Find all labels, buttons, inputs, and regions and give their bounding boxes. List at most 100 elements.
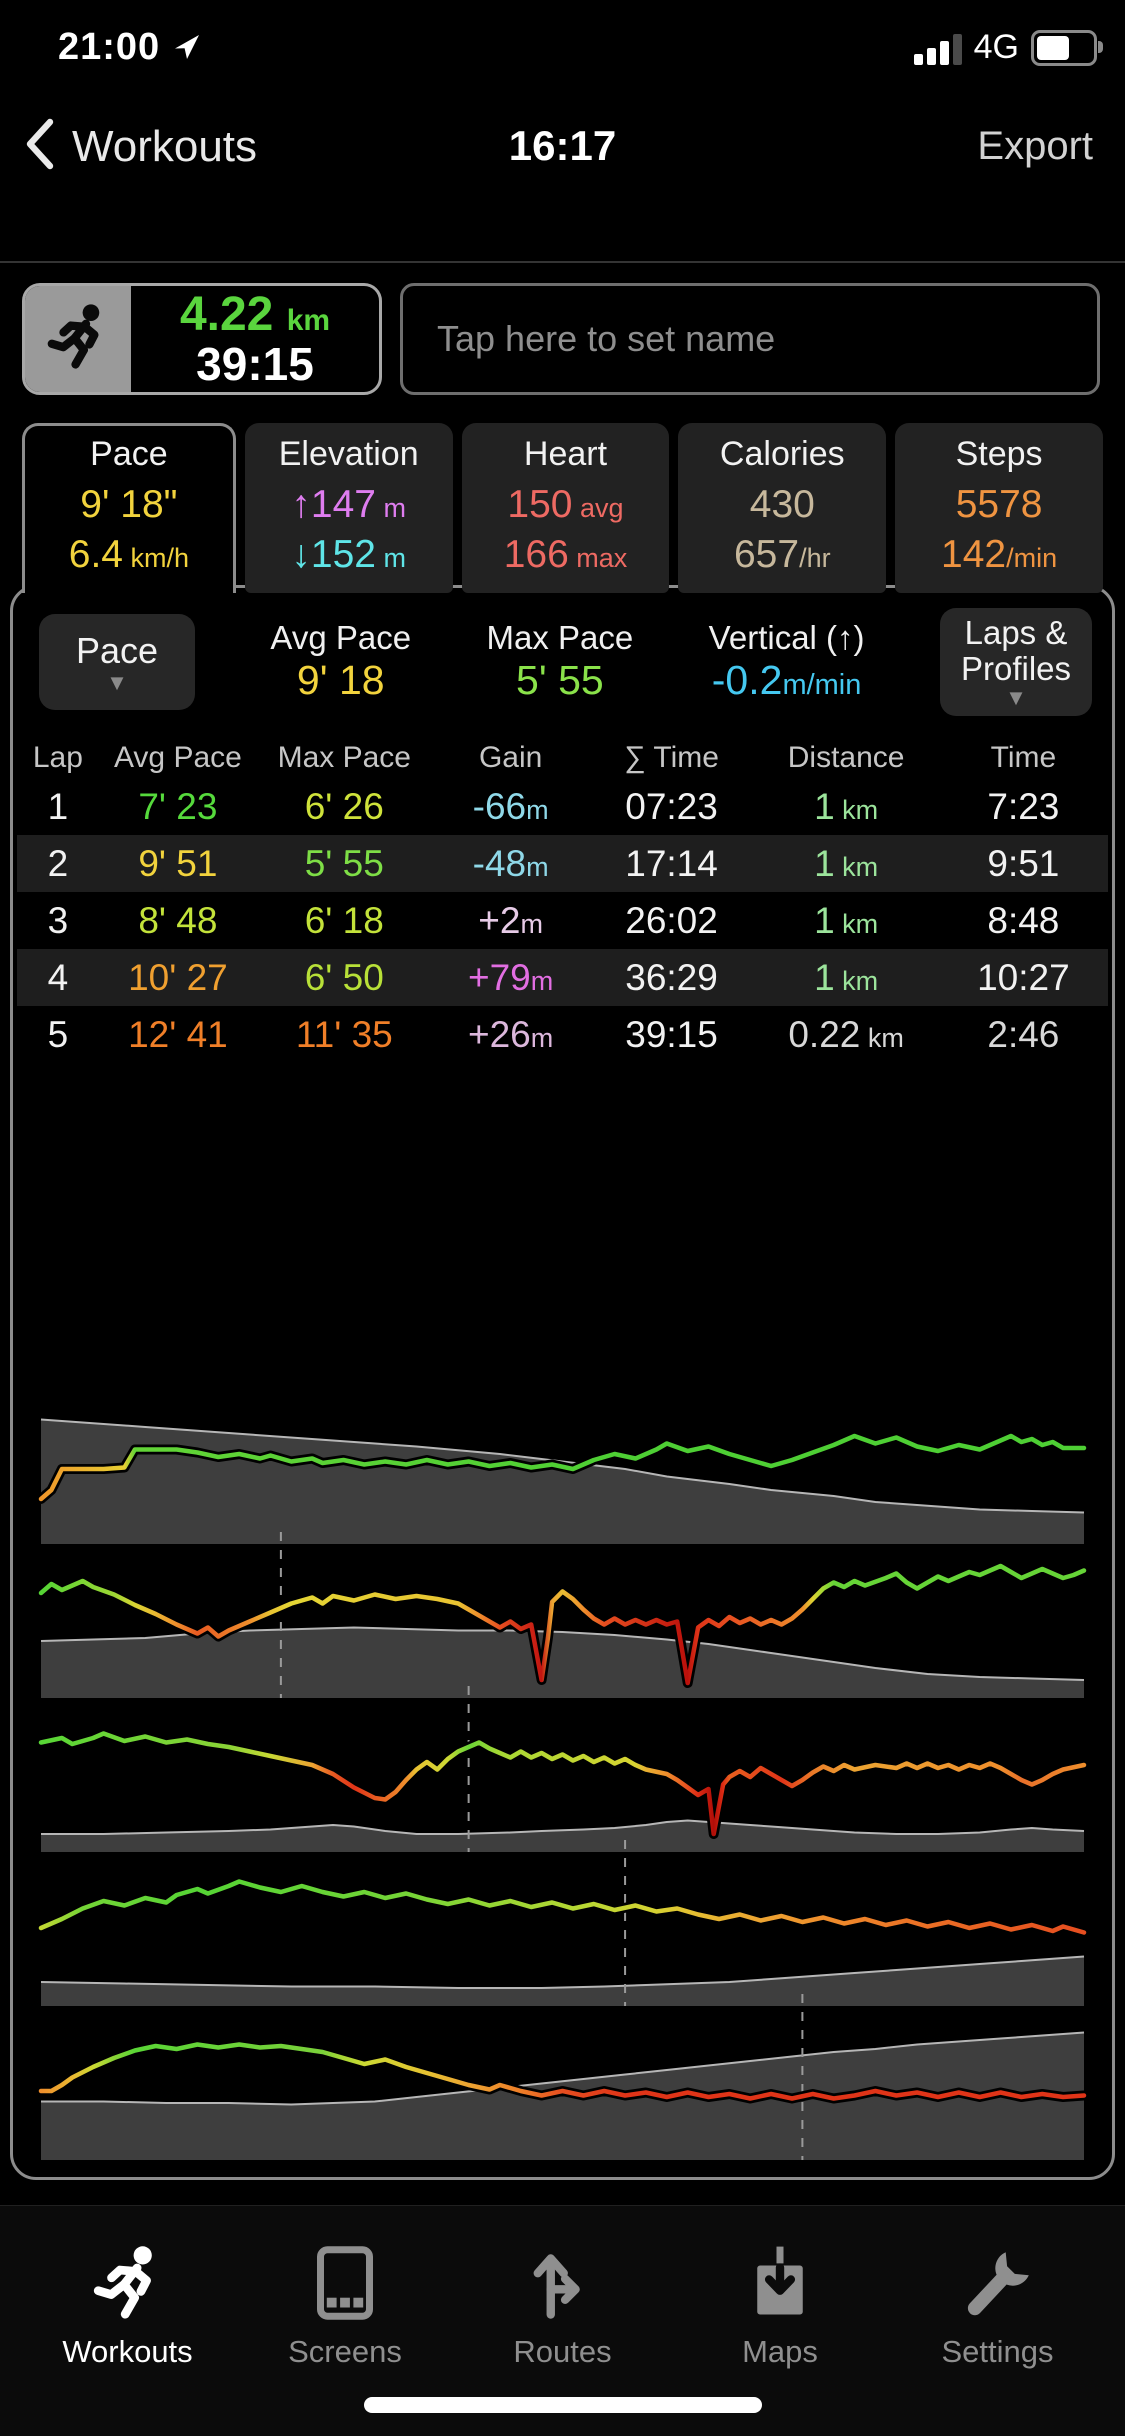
tabbar-item-workouts[interactable]: Workouts xyxy=(38,2236,218,2370)
table-cell: 8' 48 xyxy=(138,899,218,941)
metric-selector-button[interactable]: Pace ▼ xyxy=(39,614,195,710)
table-cell: 10' 27 xyxy=(128,956,228,998)
table-cell: 1 km xyxy=(814,785,879,827)
table-cell: 6' 26 xyxy=(304,785,384,827)
table-cell: 3 xyxy=(47,899,69,941)
tabbar-item-label: Maps xyxy=(742,2334,818,2369)
column-header: Avg Pace xyxy=(113,741,242,774)
tabbar-item-label: Screens xyxy=(288,2334,402,2369)
cellular-signal-icon xyxy=(913,31,962,65)
table-cell: 07:23 xyxy=(625,785,718,827)
metric-tab-value: 142/min xyxy=(941,532,1058,576)
metric-tab-elevation[interactable]: Elevation ↑147 m ↓152 m xyxy=(244,423,453,593)
wrench-icon xyxy=(908,2236,1088,2330)
back-button[interactable]: Workouts xyxy=(24,118,257,175)
stat-value: 5' 55 xyxy=(516,657,604,704)
metric-tabs: Pace 9' 18" 6.4 km/h Elevation ↑147 m ↓152 m H… xyxy=(22,423,1103,593)
table-cell: 36:29 xyxy=(625,956,718,998)
table-cell: +26m xyxy=(468,1013,554,1055)
table-cell: 5' 55 xyxy=(304,842,384,884)
table-cell: +79m xyxy=(468,956,554,998)
back-button-label: Workouts xyxy=(72,121,258,171)
table-cell: +2m xyxy=(478,899,543,941)
metric-tab-label: Elevation xyxy=(278,435,419,473)
tabbar-item-settings[interactable]: Settings xyxy=(908,2236,1088,2370)
table-row-lap-5: 5 12' 41 11' 35 +26m 39:15 0.22 km 2:46 xyxy=(17,1006,1108,1063)
export-button[interactable]: Export xyxy=(977,124,1093,168)
status-time: 21:00 xyxy=(58,26,161,68)
laps-profiles-label: Laps & Profiles xyxy=(960,613,1072,687)
workout-type-icon-block xyxy=(25,286,131,392)
lap-table-header: Lap Avg Pace Max Pace Gain ∑ Time Distance Tim… xyxy=(17,738,1108,778)
screens-icon xyxy=(255,2236,435,2330)
table-cell: 1 km xyxy=(814,899,879,941)
metric-tab-label: Heart xyxy=(523,435,608,473)
column-header: Gain xyxy=(478,741,543,774)
tabbar-item-screens[interactable]: Screens xyxy=(255,2236,435,2370)
total-distance: 4.22 km xyxy=(179,287,331,341)
lap-4-profile xyxy=(36,1840,1089,2006)
table-row-lap-1: 1 7' 23 6' 26 -66m 07:23 1 km 7:23 xyxy=(17,778,1108,835)
table-cell: 7' 23 xyxy=(138,785,218,827)
tabbar-item-label: Settings xyxy=(941,2334,1054,2369)
stat-avg-pace: Avg Pace 9' 18 xyxy=(270,619,411,704)
column-header: Distance xyxy=(787,741,905,774)
home-indicator[interactable] xyxy=(363,2397,762,2413)
navbar-divider xyxy=(0,261,1125,263)
tabbar-item-label: Workouts xyxy=(62,2334,193,2369)
lap-5-profile xyxy=(36,1994,1089,2160)
status-bar: 21:00 4G xyxy=(0,0,1125,100)
metric-tab-value: 430 xyxy=(749,483,815,526)
metric-selector-label: Pace xyxy=(75,630,159,671)
location-services-icon xyxy=(172,32,202,67)
navigation-bar: Workouts 16:17 Export xyxy=(0,100,1125,220)
table-cell: 9:51 xyxy=(987,842,1060,884)
lap-profiles xyxy=(36,1394,1089,2164)
metric-tab-value: ↑147 m xyxy=(291,483,406,526)
total-duration: 39:15 xyxy=(196,338,314,391)
stat-value: -0.2m/min xyxy=(711,657,862,704)
table-cell: 8:48 xyxy=(987,899,1060,941)
column-header: Max Pace xyxy=(277,741,411,774)
metric-tab-steps[interactable]: Steps 5578 142/min xyxy=(895,423,1103,593)
metric-tab-value: ↓152 m xyxy=(291,532,406,576)
table-cell: 6' 50 xyxy=(304,956,384,998)
chevron-down-icon: ▼ xyxy=(1005,685,1027,711)
stat-label: Avg Pace xyxy=(270,619,412,657)
runner-icon xyxy=(38,2236,218,2330)
metric-tab-value: 657/hr xyxy=(733,532,831,576)
metric-tab-calories[interactable]: Calories 430 657/hr xyxy=(678,423,887,593)
table-cell: 2:46 xyxy=(987,1013,1060,1055)
workout-name-input[interactable] xyxy=(400,283,1100,395)
table-cell: 1 xyxy=(47,785,69,827)
lap-2-profile xyxy=(36,1532,1089,1698)
tabbar-item-maps[interactable]: Maps xyxy=(690,2236,870,2370)
panel-subheader: Pace ▼ Avg Pace 9' 18 Max Pace 5' 55 Vertica… xyxy=(39,608,1092,716)
summary-row: 4.22 km 39:15 xyxy=(22,283,1100,395)
table-cell: 2 xyxy=(47,842,69,884)
table-cell: 7:23 xyxy=(987,785,1060,827)
metric-tab-label: Pace xyxy=(90,435,168,473)
metric-tab-pace[interactable]: Pace 9' 18" 6.4 km/h xyxy=(22,423,236,593)
chevron-left-icon xyxy=(24,118,54,175)
metric-tab-value: 6.4 km/h xyxy=(68,532,190,576)
metric-tab-label: Calories xyxy=(719,435,845,473)
laps-profiles-selector-button[interactable]: Laps & Profiles ▼ xyxy=(940,608,1092,716)
column-header: ∑ Time xyxy=(624,741,719,774)
metric-tab-value: 150 avg xyxy=(507,483,624,526)
battery-icon xyxy=(1031,29,1103,66)
lap-3-profile xyxy=(36,1686,1089,1852)
metric-tab-heart[interactable]: Heart 150 avg 166 max xyxy=(461,423,670,593)
table-cell: 10:27 xyxy=(977,956,1070,998)
detail-panel: Pace ▼ Avg Pace 9' 18 Max Pace 5' 55 Vertica… xyxy=(10,585,1115,2180)
table-cell: 1 km xyxy=(814,956,879,998)
metric-tab-value: 166 max xyxy=(503,532,628,576)
tabbar-item-routes[interactable]: Routes xyxy=(473,2236,653,2370)
workout-summary-card[interactable]: 4.22 km 39:15 xyxy=(22,283,382,395)
stat-label: Max Pace xyxy=(486,619,634,657)
runner-icon xyxy=(41,300,115,379)
table-cell: 17:14 xyxy=(625,842,718,884)
maps-icon xyxy=(690,2236,870,2330)
table-row-lap-4: 4 10' 27 6' 50 +79m 36:29 1 km 10:27 xyxy=(17,949,1108,1006)
